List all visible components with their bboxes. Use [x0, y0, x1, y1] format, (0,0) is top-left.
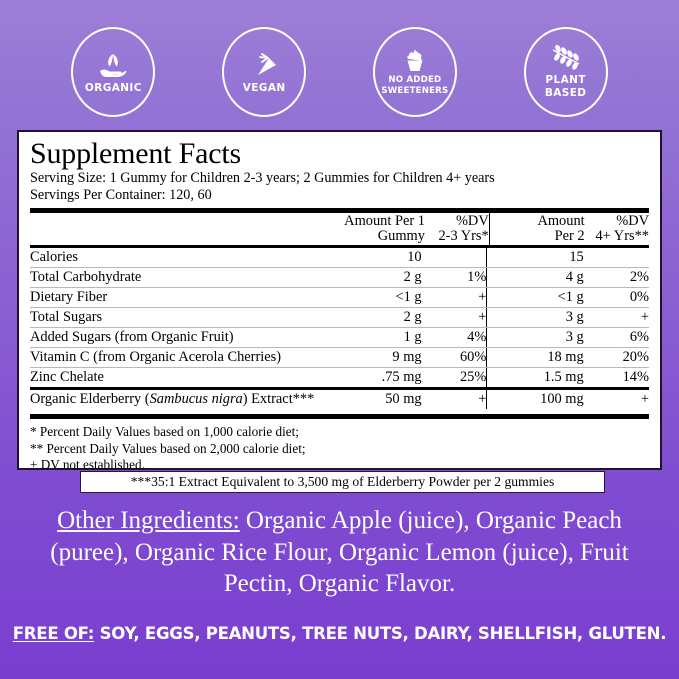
badge-vegan: VEGAN	[222, 27, 307, 117]
table-row-botanical: Organic Elderberry (Sambucus nigra) Extr…	[30, 390, 649, 410]
row-dv-2: 0%	[583, 287, 649, 309]
row-amount-1: 10	[345, 248, 422, 269]
serving-size: Serving Size: 1 Gummy for Children 2-3 y…	[30, 170, 495, 187]
botanical-latin-name: Sambucus nigra	[149, 391, 243, 408]
row-dv-1: 25%	[459, 369, 487, 386]
row-dv-2: 14%	[622, 369, 649, 386]
badge-vegan-label: VEGAN	[242, 81, 286, 94]
row-dv-2: +	[583, 307, 649, 329]
servings-per-container: Servings Per Container: 120, 60	[30, 187, 212, 204]
header-dv-1: %DV 2-3 Yrs*	[438, 213, 489, 245]
leaf-in-hand-icon	[96, 51, 130, 81]
table-row: Total Sugars 2 g + 3 g +	[30, 307, 649, 329]
badge-no-added-sweeteners: NO ADDED SWEETENERS	[372, 27, 457, 117]
row-amount-1: 50 mg	[385, 391, 422, 408]
header-amount-1: Amount Per 1 Gummy	[344, 213, 425, 245]
rule-under-servings	[30, 208, 649, 214]
row-amount-1: 2 g	[345, 307, 422, 329]
row-name: Added Sugars (from Organic Fruit)	[30, 327, 346, 349]
footnotes: * Percent Daily Values based on 1,000 ca…	[30, 424, 649, 474]
other-ingredients: Other Ingredients: Organic Apple (juice)…	[22, 505, 657, 600]
row-dv-1: 1%	[421, 267, 487, 289]
free-of-statement: FREE OF: SOY, EGGS, PEANUTS, TREE NUTS, …	[0, 624, 679, 643]
row-dv-2: +	[640, 391, 649, 408]
row-name: Total Carbohydrate	[30, 267, 346, 289]
badge-plant-based: PLANT BASED	[523, 27, 608, 117]
other-ingredients-text: Organic Apple (juice), Organic Peach (pu…	[50, 507, 629, 597]
row-name: Zinc Chelate	[30, 369, 104, 386]
certification-badges: ORGANIC VEGAN NO ADDED SWEETENERS	[0, 22, 679, 122]
row-amount-1: 1 g	[345, 327, 422, 349]
row-dv-1: 4%	[421, 327, 487, 349]
row-name: Total Sugars	[30, 307, 346, 329]
row-amount-2: 18 mg	[486, 347, 584, 369]
leaf-branch-icon	[548, 45, 584, 73]
rule-under-headers	[30, 245, 649, 249]
extract-equivalence-note: ***35:1 Extract Equivalent to 3,500 mg o…	[80, 471, 605, 493]
row-dv-2	[583, 248, 649, 269]
nutrition-table: Amount Per 1 Gummy %DV 2-3 Yrs* Amount P…	[30, 213, 649, 246]
supplement-facts-panel: Supplement Facts Serving Size: 1 Gummy f…	[17, 130, 662, 472]
rule-under-botanical	[30, 414, 649, 420]
row-name-botanical: Organic Elderberry (Sambucus nigra) Extr…	[30, 391, 315, 408]
row-name: Dietary Fiber	[30, 287, 346, 309]
panel-title: Supplement Facts	[30, 137, 241, 170]
row-amount-1: 2 g	[345, 267, 422, 289]
row-amount-2: 3 g	[486, 307, 584, 329]
row-dv-1: +	[478, 391, 487, 408]
header-amount-2: Amount Per 2	[488, 213, 585, 246]
table-row: Zinc Chelate .75 mg 25% 1.5 mg 14%	[30, 367, 649, 388]
row-name: Calories	[30, 248, 346, 269]
row-amount-2: 3 g	[486, 327, 584, 349]
header-nutrient	[30, 213, 341, 245]
row-dv-2: 2%	[583, 267, 649, 289]
table-row: Dietary Fiber <1 g + <1 g 0%	[30, 287, 649, 309]
row-dv-2: 20%	[583, 347, 649, 369]
footnote-3: + DV not established.	[30, 457, 145, 473]
nutrient-rows: Calories 10 15 Total Carbohydrate 2 g 1%…	[30, 248, 649, 388]
row-amount-1: .75 mg	[381, 369, 422, 386]
table-header-row: Amount Per 1 Gummy %DV 2-3 Yrs* Amount P…	[30, 213, 649, 246]
row-amount-1: 9 mg	[345, 347, 422, 369]
row-amount-2: <1 g	[486, 287, 584, 309]
table-row: Vitamin C (from Organic Acerola Cherries…	[30, 347, 649, 369]
row-dv-1: +	[421, 287, 487, 309]
badge-organic: ORGANIC	[71, 27, 156, 117]
free-of-label: FREE OF:	[12, 624, 95, 643]
badge-no-added-sweeteners-label-1: NO ADDED	[388, 75, 442, 86]
table-row: Total Carbohydrate 2 g 1% 4 g 2%	[30, 267, 649, 289]
footnote-2: ** Percent Daily Values based on 2,000 c…	[30, 440, 306, 456]
badge-no-added-sweeteners-label-2: SWEETENERS	[381, 86, 449, 96]
header-dv-2: %DV 4+ Yrs**	[595, 213, 649, 245]
badge-plant-based-label-2: BASED	[544, 87, 587, 99]
footnote-1: * Percent Daily Values based on 1,000 ca…	[30, 424, 299, 440]
free-of-text: SOY, EGGS, PEANUTS, TREE NUTS, DAIRY, SH…	[99, 624, 667, 643]
row-amount-2: 100 mg	[486, 390, 584, 410]
row-amount-2: 1.5 mg	[486, 367, 584, 388]
botanical-table: Organic Elderberry (Sambucus nigra) Extr…	[30, 390, 649, 410]
row-dv-1: 60%	[421, 347, 487, 369]
row-amount-2: 4 g	[486, 267, 584, 289]
other-ingredients-label: Other Ingredients:	[57, 507, 240, 534]
row-amount-2: 15	[486, 248, 584, 269]
cupcake-icon	[401, 48, 429, 74]
row-name: Vitamin C (from Organic Acerola Cherries…	[30, 347, 346, 369]
rule-above-botanical	[30, 387, 649, 391]
row-amount-1: <1 g	[345, 287, 422, 309]
row-dv-1: +	[421, 307, 487, 329]
badge-plant-based-label-1: PLANT	[545, 74, 586, 87]
row-dv-2: 6%	[583, 327, 649, 349]
badge-organic-label: ORGANIC	[84, 81, 142, 94]
carrot-icon	[247, 51, 281, 81]
row-dv-1	[421, 248, 487, 269]
table-row: Added Sugars (from Organic Fruit) 1 g 4%…	[30, 327, 649, 349]
table-row: Calories 10 15	[30, 248, 649, 269]
